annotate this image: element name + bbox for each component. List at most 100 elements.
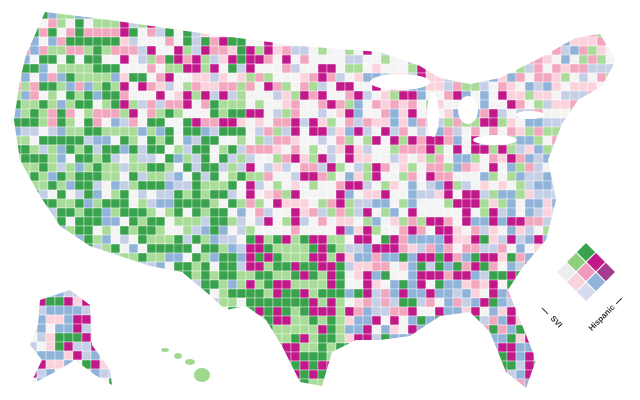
county	[344, 108, 355, 119]
county	[362, 207, 373, 218]
county	[218, 144, 229, 155]
county	[497, 342, 508, 353]
county	[407, 198, 418, 209]
county	[551, 234, 562, 245]
county	[281, 27, 292, 38]
county	[614, 378, 616, 388]
county	[425, 261, 436, 272]
county	[14, 360, 22, 371]
county	[290, 99, 301, 110]
county	[299, 351, 310, 362]
county	[506, 162, 517, 173]
county	[263, 279, 274, 290]
county	[416, 270, 427, 281]
county	[443, 360, 454, 371]
county	[371, 180, 382, 191]
county	[191, 108, 202, 119]
county	[83, 162, 94, 173]
county	[38, 72, 49, 83]
legend-x-label: SVI	[549, 314, 564, 329]
county	[29, 126, 40, 137]
county	[290, 360, 301, 371]
county	[479, 162, 490, 173]
county	[425, 198, 436, 209]
county	[335, 333, 346, 344]
county	[245, 162, 256, 173]
county	[29, 180, 40, 191]
county	[45, 290, 56, 298]
county	[218, 54, 229, 65]
county	[236, 36, 247, 47]
county	[56, 279, 67, 290]
county	[416, 351, 427, 362]
county	[47, 207, 58, 218]
county	[587, 360, 598, 371]
county	[74, 216, 85, 227]
county	[551, 297, 562, 308]
county	[56, 90, 67, 101]
county	[389, 351, 400, 362]
county	[605, 207, 616, 218]
county	[506, 54, 517, 65]
county	[182, 162, 193, 173]
county	[308, 117, 319, 128]
county	[74, 99, 85, 110]
county	[506, 387, 517, 388]
county	[578, 342, 589, 353]
county	[353, 234, 364, 245]
county	[614, 306, 616, 317]
county	[362, 225, 373, 236]
county	[434, 378, 445, 388]
county	[20, 279, 31, 290]
county	[245, 171, 256, 182]
county	[254, 306, 265, 317]
county	[191, 135, 202, 146]
county	[470, 387, 481, 388]
county	[398, 135, 409, 146]
county	[335, 99, 346, 110]
county	[479, 72, 490, 83]
county	[81, 314, 92, 325]
county	[533, 144, 544, 155]
county	[578, 99, 589, 110]
county	[398, 18, 409, 29]
county	[254, 162, 265, 173]
county	[344, 315, 355, 326]
county	[587, 369, 598, 380]
county	[443, 144, 454, 155]
county	[587, 144, 598, 155]
county	[542, 387, 553, 388]
county	[83, 387, 94, 388]
county	[362, 360, 373, 371]
county	[182, 387, 193, 388]
county	[209, 333, 220, 344]
county	[110, 306, 121, 317]
county	[533, 279, 544, 290]
county	[524, 387, 535, 388]
county	[14, 270, 22, 281]
county	[524, 234, 535, 245]
county	[461, 333, 472, 344]
county	[137, 171, 148, 182]
county	[587, 45, 598, 56]
county	[398, 315, 409, 326]
county	[281, 225, 292, 236]
county	[290, 162, 301, 173]
county	[443, 306, 454, 317]
county	[443, 207, 454, 218]
county	[551, 135, 562, 146]
county	[173, 117, 184, 128]
county	[263, 351, 274, 362]
county	[398, 189, 409, 200]
county	[38, 270, 49, 281]
county	[533, 387, 544, 388]
county	[263, 315, 274, 326]
county	[416, 180, 427, 191]
county	[38, 45, 49, 56]
county	[20, 234, 31, 245]
county	[344, 324, 355, 335]
county	[299, 252, 310, 263]
county	[434, 135, 445, 146]
county	[155, 117, 166, 128]
county	[371, 45, 382, 56]
